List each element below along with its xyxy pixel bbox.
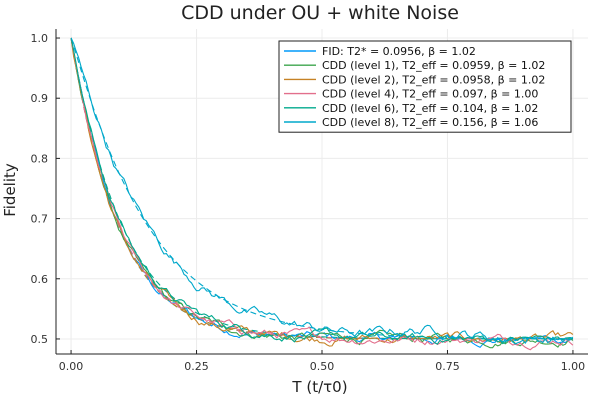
legend-box (278, 40, 572, 133)
y-tick-label-2: 0.7 (31, 213, 49, 226)
y-tick-label-3: 0.8 (31, 152, 49, 165)
fit-line-4 (70, 37, 573, 340)
legend-label-2: CDD (level 2), T2_eff = 0.0958, β = 1.02 (322, 73, 545, 86)
data-line-3 (70, 37, 574, 351)
y-axis-title: Fidelity (1, 163, 19, 217)
legend-label-0: FID: T2* = 0.0956, β = 1.02 (322, 45, 476, 58)
legend-label-1: CDD (level 1), T2_eff = 0.0959, β = 1.02 (322, 59, 545, 72)
legend-label-3: CDD (level 4), T2_eff = 0.097, β = 1.00 (322, 88, 538, 101)
y-tick-label-4: 0.9 (31, 92, 49, 105)
x-tick-label-0: 0.00 (59, 360, 84, 373)
y-tick-label-5: 1.0 (31, 32, 49, 45)
x-tick-label-1: 0.25 (184, 360, 209, 373)
x-axis-title: T (t/τ0) (291, 378, 347, 396)
data-line-4 (70, 37, 574, 345)
data-line-5 (70, 37, 574, 345)
chart-title: CDD under OU + white Noise (181, 2, 459, 24)
y-tick-label-1: 0.6 (31, 273, 49, 286)
legend-label-5: CDD (level 8), T2_eff = 0.156, β = 1.06 (322, 116, 538, 129)
data-curves (70, 37, 574, 351)
x-tick-label-3: 0.75 (435, 360, 460, 373)
tick-labels: 0.00 0.25 0.50 0.75 1.00 0.5 0.6 0.7 0.8 0.9 1.0 (31, 32, 586, 373)
x-tick-label-2: 0.50 (310, 360, 335, 373)
y-tick-label-0: 0.5 (31, 333, 49, 346)
legend-label-4: CDD (level 6), T2_eff = 0.104, β = 1.02 (322, 102, 538, 115)
x-tick-label-4: 1.00 (561, 360, 586, 373)
